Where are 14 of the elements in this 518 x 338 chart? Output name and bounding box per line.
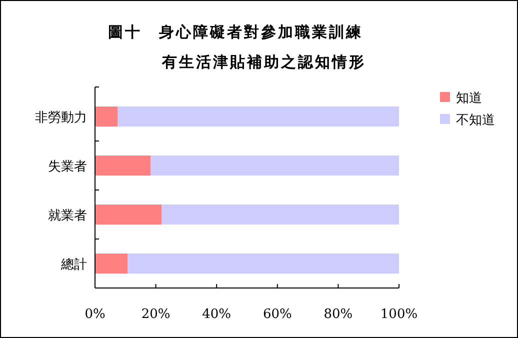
y-tick-label: 非勞動力 [35, 110, 87, 126]
x-tick-label: 0% [84, 307, 106, 322]
x-tick-label: 20% [141, 307, 170, 322]
y-tick-label: 就業者 [48, 208, 87, 224]
x-tick-label: 80% [324, 307, 353, 322]
x-tick-label: 100% [380, 307, 418, 322]
legend-label: 知道 [456, 91, 482, 106]
y-tick-label: 總計 [60, 258, 87, 272]
x-tick-label: 40% [202, 307, 232, 322]
y-tick-label: 失業者 [48, 160, 87, 174]
x-tick-label: 60% [262, 307, 292, 322]
chart-title: 圖十 身心障礙者對參加職業訓練 [108, 23, 363, 41]
chart-subtitle: 有生活津貼補助之認知情形 [161, 53, 366, 71]
legend-label: 不知道 [456, 113, 495, 128]
